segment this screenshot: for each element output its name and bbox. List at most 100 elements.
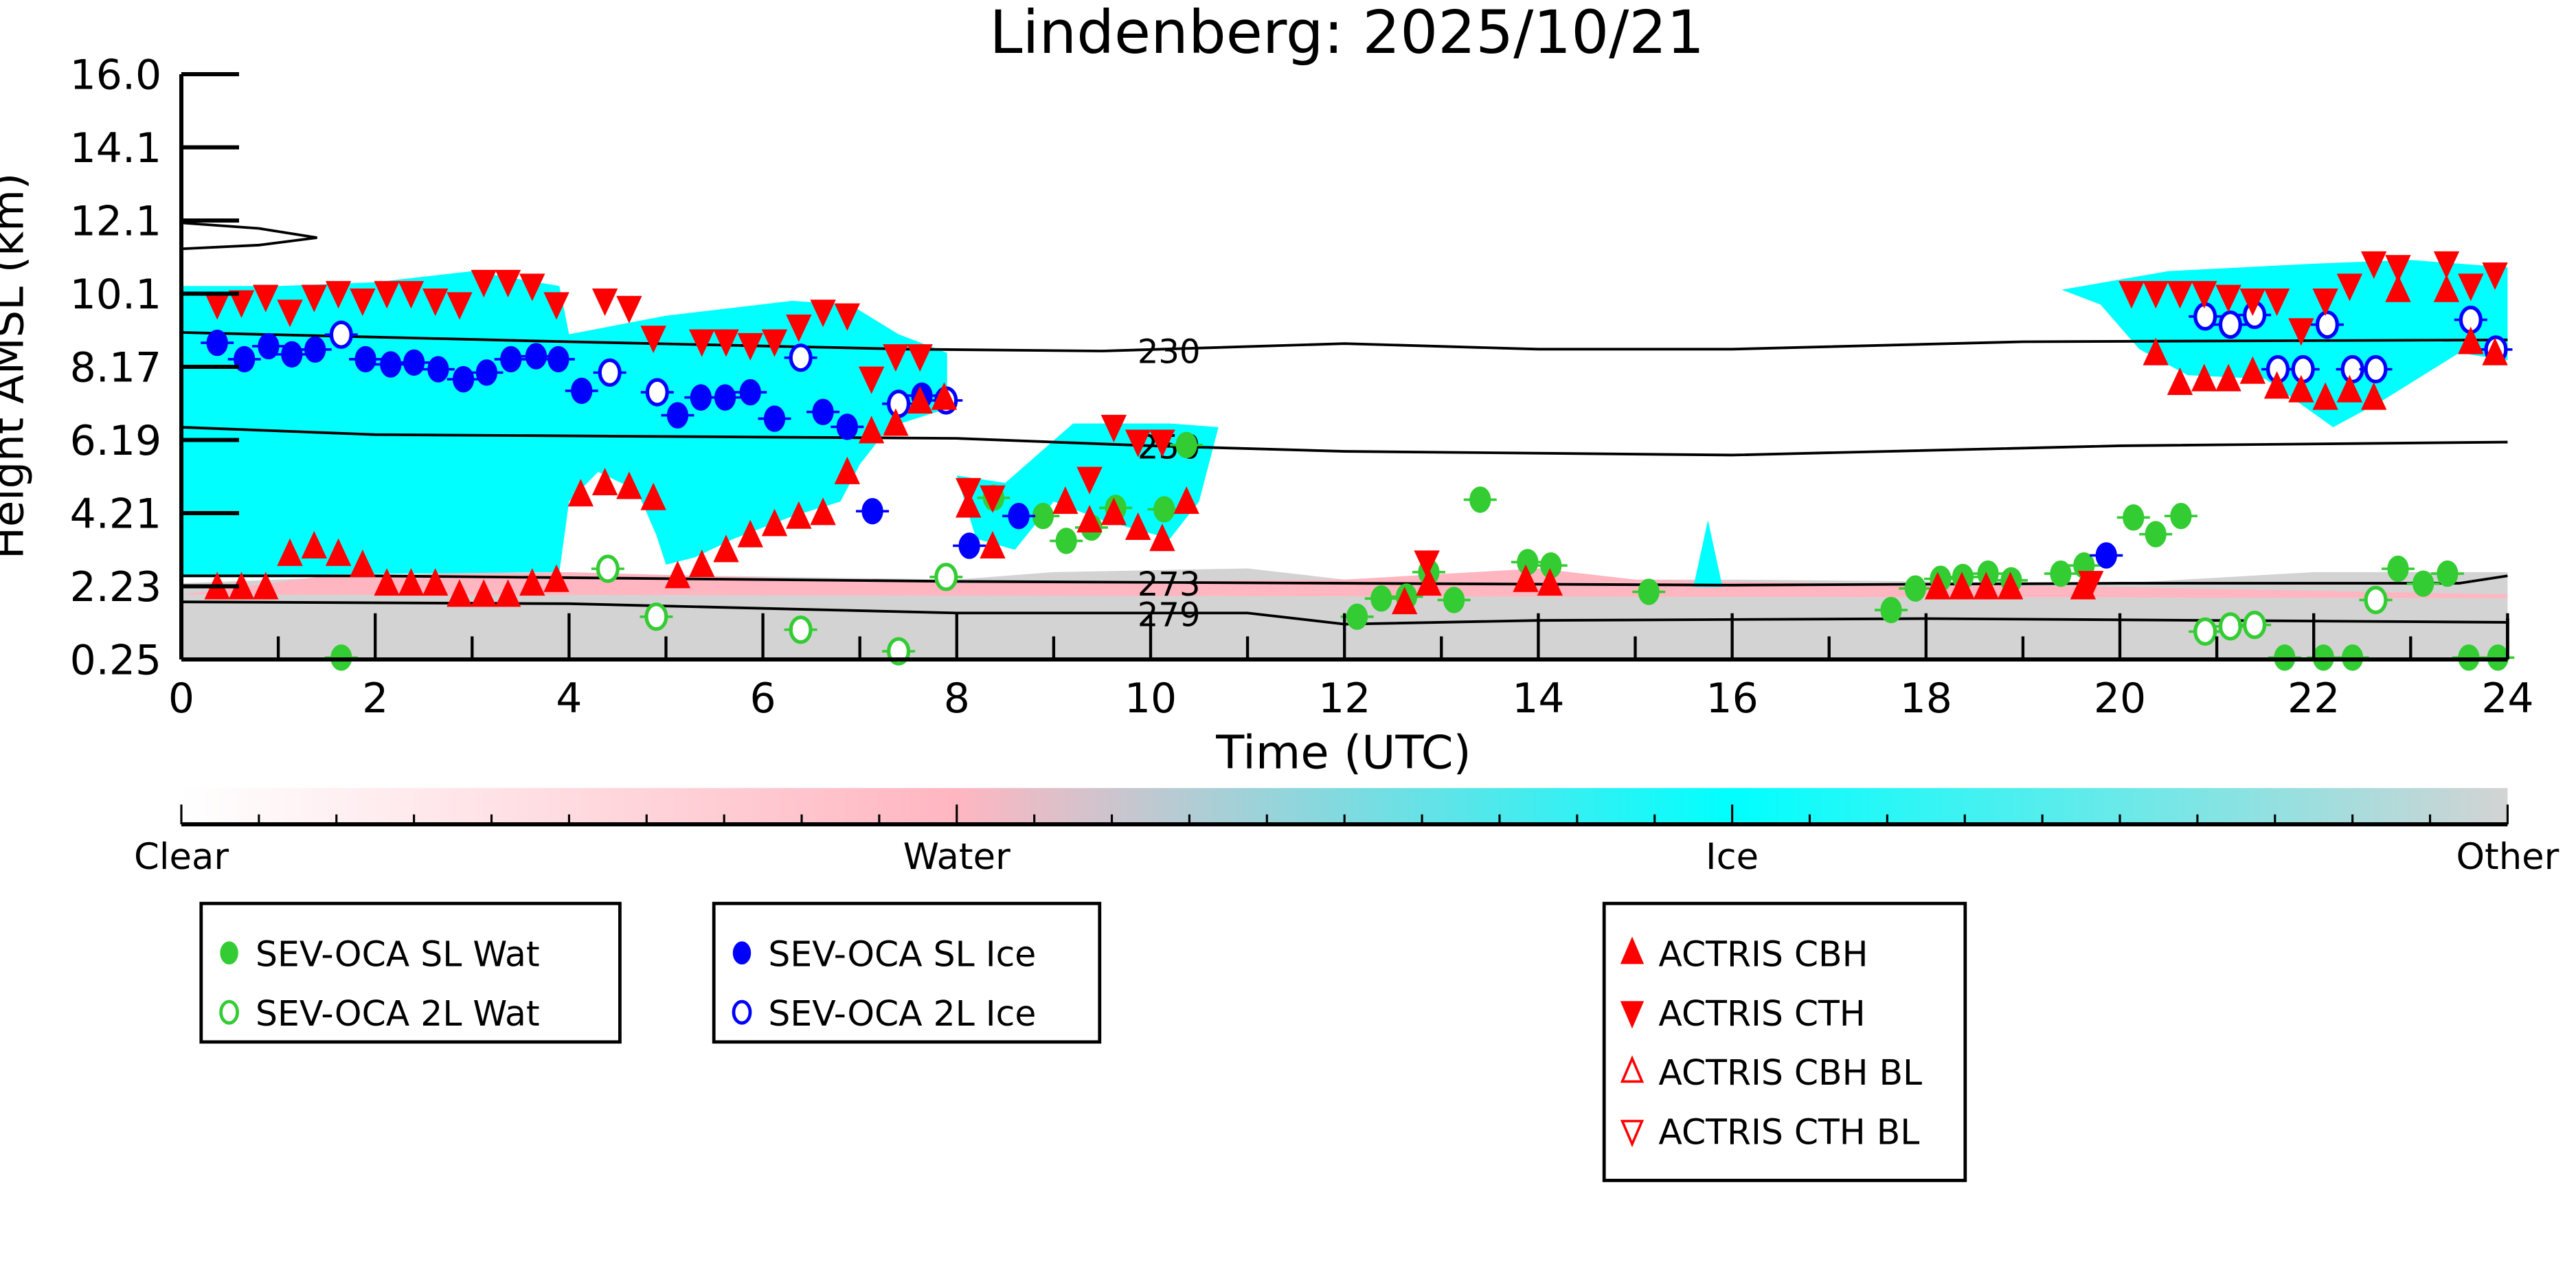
legends: SEV-OCA SL Wat SEV-OCA 2L Wat SEV-OCA SL I… <box>199 901 1967 1182</box>
data-point-actris-cth <box>786 314 812 342</box>
data-point-sev-oca-2l-wat <box>2193 617 2217 646</box>
data-point-sev-oca-sl-wat <box>2387 555 2409 583</box>
data-point-sev-oca-sl-ice <box>453 365 475 393</box>
data-point-actris-cbh <box>447 579 473 607</box>
data-point-actris-cth <box>713 329 739 357</box>
data-point-actris-cbh <box>689 550 715 578</box>
data-point-actris-cbh <box>1949 572 1975 600</box>
temperature-contour <box>181 331 2508 352</box>
legend-marker-icon <box>219 999 239 1025</box>
data-point-actris-cbh <box>253 572 279 600</box>
data-point-actris-cbh <box>2263 371 2290 399</box>
contour-label: 230 <box>1138 332 1201 371</box>
data-point-actris-cbh <box>495 579 521 607</box>
data-point-actris-cth <box>325 281 352 309</box>
data-point-actris-cth <box>2191 281 2217 309</box>
colorbar-label-ice: Ice <box>1706 836 1759 878</box>
data-point-actris-cbh <box>1416 568 1442 596</box>
contour-label: 273 <box>1138 565 1201 604</box>
data-point-sev-oca-sl-wat <box>1032 502 1054 530</box>
x-tick-label: 8 <box>944 675 970 723</box>
data-point-sev-oca-sl-wat <box>2170 502 2192 530</box>
data-point-sev-oca-2l-ice <box>887 389 911 418</box>
data-point-actris-cth <box>956 477 982 506</box>
data-point-actris-cbh <box>301 530 327 559</box>
data-point-actris-cth <box>2312 288 2338 317</box>
data-point-sev-oca-2l-ice <box>2291 354 2315 384</box>
data-point-actris-cbh <box>2433 274 2460 302</box>
legend-marker-icon <box>1620 1001 1645 1029</box>
data-point-sev-oca-2l-wat <box>2364 585 2388 615</box>
data-point-actris-cbh <box>1149 523 1175 552</box>
data-point-actris-cth <box>422 288 449 317</box>
data-point-sev-oca-sl-ice <box>258 332 280 360</box>
data-point-actris-cbh <box>2143 337 2169 365</box>
data-point-actris-cbh <box>2191 363 2217 392</box>
x-tick-label: 16 <box>1706 675 1758 723</box>
data-point-actris-cth <box>2239 288 2266 317</box>
data-point-sev-oca-sl-wat <box>2437 560 2459 587</box>
x-tick-label: 20 <box>2094 675 2146 723</box>
data-point-sev-oca-sl-ice <box>714 384 736 411</box>
legend-marker-icon <box>1620 1120 1645 1148</box>
data-point-actris-cth <box>858 366 885 394</box>
legend-label: ACTRIS CBH <box>1658 934 1868 974</box>
data-point-sev-oca-2l-wat <box>596 554 620 583</box>
data-point-actris-cbh <box>713 534 739 563</box>
temperature-contour <box>181 574 2508 587</box>
data-point-actris-cth <box>761 329 788 357</box>
data-point-sev-oca-sl-ice <box>475 359 498 386</box>
data-point-actris-cbh <box>2215 363 2241 392</box>
data-point-actris-cth <box>2288 318 2314 346</box>
data-point-sev-oca-sl-ice <box>690 384 712 411</box>
legend-marker-icon <box>732 999 752 1025</box>
data-point-sev-oca-sl-ice <box>547 346 569 373</box>
data-point-sev-oca-sl-wat <box>1443 587 1465 613</box>
data-point-actris-cbh <box>1052 486 1078 515</box>
data-point-actris-cbh <box>471 579 497 607</box>
legend-marker-icon <box>1620 1055 1645 1083</box>
data-point-actris-cth <box>447 292 473 320</box>
y-tick-label: 4.21 <box>70 490 162 539</box>
legend-label: ACTRIS CTH BL <box>1658 1112 1919 1153</box>
data-point-actris-cbh <box>567 479 594 507</box>
data-point-actris-cth <box>737 332 763 361</box>
data-point-actris-cth <box>495 269 521 297</box>
data-point-sev-oca-sl-ice <box>812 398 834 425</box>
legend-box <box>1602 901 1967 1182</box>
data-point-actris-cbh <box>640 482 666 510</box>
y-axis-label: Height AMSL (km) <box>0 173 34 559</box>
data-point-actris-cbh <box>810 497 836 526</box>
x-tick-label: 18 <box>1900 675 1952 723</box>
x-tick-label: 6 <box>750 675 776 723</box>
data-point-actris-cbh <box>834 456 861 484</box>
data-point-actris-cbh <box>2458 326 2484 354</box>
x-tick-label: 2 <box>362 675 388 723</box>
data-point-actris-cth <box>2077 571 2104 599</box>
data-point-actris-cbh <box>1391 587 1418 615</box>
cloud-region-ice <box>181 271 947 576</box>
data-point-actris-cth <box>1100 414 1127 442</box>
data-point-actris-cth <box>350 288 376 317</box>
x-tick-label: 22 <box>2287 675 2340 723</box>
data-point-sev-oca-sl-ice <box>206 329 228 357</box>
legend-marker-icon <box>1620 936 1645 964</box>
data-point-sev-oca-sl-ice <box>525 343 547 370</box>
colorbar-label-clear: Clear <box>134 836 229 878</box>
data-point-actris-cbh <box>931 382 958 410</box>
data-point-sev-oca-2l-wat <box>789 615 813 644</box>
y-tick-label: 14.1 <box>70 124 162 172</box>
data-point-actris-cbh <box>664 561 691 589</box>
data-point-actris-cbh <box>2239 356 2266 384</box>
data-point-actris-cbh <box>907 386 933 414</box>
data-point-actris-cbh <box>591 468 618 496</box>
data-point-actris-cth <box>980 485 1006 513</box>
legend-box <box>712 901 1102 1044</box>
data-point-actris-cbh <box>737 519 763 547</box>
data-point-sev-oca-2l-wat <box>644 602 668 631</box>
data-point-actris-cth <box>616 295 642 324</box>
data-point-actris-cbh <box>543 564 569 592</box>
data-point-sev-oca-sl-ice <box>666 402 689 429</box>
data-point-actris-cbh <box>2312 382 2338 410</box>
data-point-sev-oca-2l-wat <box>2218 612 2242 641</box>
